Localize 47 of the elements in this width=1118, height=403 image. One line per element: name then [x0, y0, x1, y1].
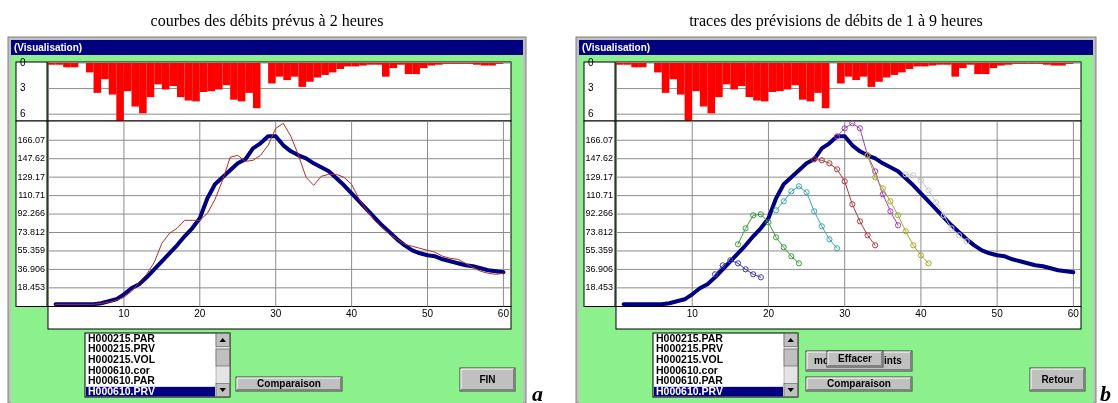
x-tick-label: 10: [118, 308, 130, 320]
y-tick-label: 6: [588, 107, 594, 119]
text: b: [1100, 381, 1111, 403]
button: FIN: [459, 367, 516, 392]
x-tick-label: 60: [497, 308, 510, 320]
button: Retour: [1029, 367, 1086, 392]
x-tick-label: 20: [762, 308, 775, 320]
y-tick-label: 55.359: [585, 245, 613, 256]
y-tick-label: 55.359: [17, 245, 45, 256]
y-tick-label: 166.07: [585, 134, 613, 145]
y-tick-label: 147.62: [585, 153, 613, 164]
x-tick-label: 30: [270, 308, 282, 320]
button: Effacer: [826, 350, 884, 368]
y-tick-label: 110.71: [586, 189, 613, 200]
button: Comparaison: [235, 376, 343, 392]
x-tick-label: 50: [991, 308, 1004, 320]
chart-title: traces des prévisions de débits de 1 à 9 heures: [689, 12, 983, 30]
y-tick-label: 18.453: [17, 282, 45, 293]
y-tick-label: 36.906: [585, 263, 613, 274]
y-tick-label: 6: [20, 107, 26, 119]
x-tick-label: 50: [421, 308, 434, 320]
x-tick-label: 60: [1067, 308, 1080, 320]
y-tick-label: 18.453: [585, 282, 613, 293]
y-tick-label: 110.71: [18, 189, 45, 200]
x-tick-label: 40: [346, 308, 358, 320]
x-tick-label: 20: [194, 308, 206, 320]
y-tick-label: 73.812: [585, 226, 613, 237]
y-tick-label: 92.266: [17, 208, 45, 219]
y-tick-label: 73.812: [17, 226, 45, 237]
y-tick-label: 3: [20, 82, 26, 94]
y-tick-label: 36.906: [17, 263, 45, 274]
y-tick-label: 3: [588, 82, 594, 94]
chart-title: courbes des débits prévus à 2 heures: [150, 12, 384, 30]
y-tick-label: 92.266: [585, 208, 613, 219]
y-tick-label: 147.62: [17, 153, 45, 164]
y-tick-label: 129.17: [17, 171, 45, 182]
x-tick-label: 40: [915, 308, 927, 320]
y-tick-label: 129.17: [585, 171, 613, 182]
button: Comparaison: [805, 376, 913, 392]
text: a: [532, 381, 543, 403]
text: (Visualisation): [582, 41, 651, 53]
y-tick-label: 0: [20, 56, 26, 68]
y-tick-label: 166.07: [17, 134, 45, 145]
y-tick-label: 0: [588, 56, 594, 68]
x-tick-label: 10: [686, 308, 699, 320]
x-tick-label: 30: [839, 308, 851, 320]
text: (Visualisation): [14, 41, 83, 53]
